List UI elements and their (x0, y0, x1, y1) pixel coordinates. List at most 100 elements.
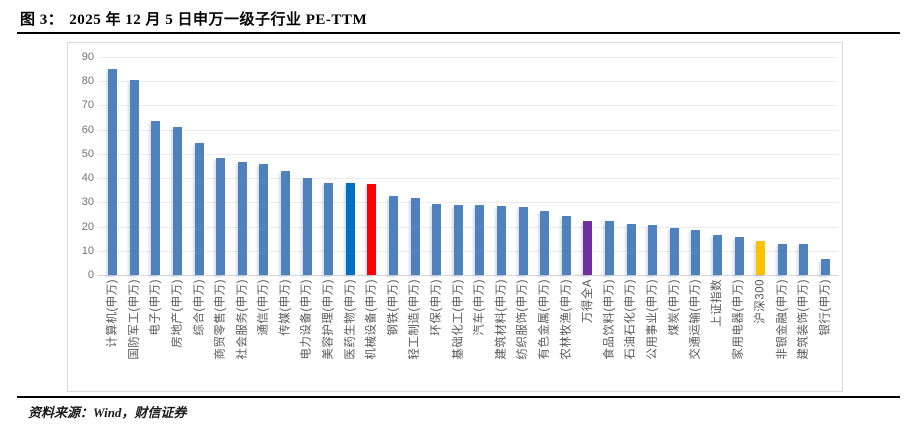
bar-slot: 银行(申万) (815, 57, 837, 391)
x-label-area: 医药生物(申万) (340, 278, 362, 390)
bar-slot: 煤炭(申万) (663, 57, 685, 391)
x-label-area: 汽车(申万) (469, 278, 491, 390)
gridline (98, 105, 838, 107)
gridline (98, 178, 838, 180)
bar-slot: 通信(申万) (253, 57, 275, 391)
bar-slot: 综合(申万) (188, 57, 210, 391)
x-axis-tick-label: 交通运输(申万) (689, 279, 702, 360)
bar-slot: 纺织服饰(申万) (512, 57, 534, 391)
bar (389, 196, 399, 275)
bar-slot: 建筑装饰(申万) (793, 57, 815, 391)
bar (259, 163, 269, 275)
x-axis-tick-label: 计算机(申万) (106, 279, 119, 348)
bars-row: 计算机(申万) 国防军工(申万) 电子(申万) 房地产(申万) 综合(申万) 商贸零售(申… (102, 57, 836, 391)
x-label-area: 家用电器(申万) (728, 278, 750, 390)
bar (129, 80, 139, 275)
x-axis-tick-label: 食品饮料(申万) (603, 279, 616, 360)
bar (604, 221, 614, 275)
bar (561, 215, 571, 275)
x-axis-tick-label: 社会服务(申万) (236, 279, 249, 360)
y-axis-tick-label: 60 (81, 123, 94, 136)
bar (453, 204, 463, 275)
x-label-area: 商贸零售(申万) (210, 278, 232, 390)
x-axis-tick-label: 通信(申万) (257, 279, 270, 336)
bar-slot: 国防军工(申万) (124, 57, 146, 391)
x-axis-tick-label: 环保(申万) (430, 279, 443, 336)
x-axis-tick-label: 非银金融(申万) (776, 279, 789, 360)
x-label-area: 农林牧渔(申万) (555, 278, 577, 390)
x-label-area: 建筑材料(申万) (491, 278, 513, 390)
gridline (98, 275, 838, 276)
bar (540, 210, 550, 275)
x-label-area: 钢铁(申万) (383, 278, 405, 390)
figure-title-text: 2025 年 12 月 5 日申万一级子行业 PE-TTM (69, 12, 368, 28)
bar (324, 182, 334, 275)
y-axis-tick-label: 40 (81, 172, 94, 185)
bar-slot: 机械设备(申万) (361, 57, 383, 391)
bar (691, 230, 701, 275)
x-label-area: 煤炭(申万) (663, 278, 685, 390)
bar-slot: 环保(申万) (426, 57, 448, 391)
y-axis-tick-label: 0 (87, 269, 94, 281)
x-label-area: 房地产(申万) (167, 278, 189, 390)
bar-slot: 电子(申万) (145, 57, 167, 391)
x-label-area: 国防军工(申万) (124, 278, 146, 390)
bar (777, 243, 787, 275)
y-axis-tick-label: 70 (81, 99, 94, 112)
gridline (98, 250, 838, 252)
y-axis-tick-label: 30 (81, 196, 94, 209)
bar (345, 182, 355, 275)
x-axis-tick-label: 家用电器(申万) (733, 279, 746, 360)
y-axis-tick-label: 20 (81, 220, 94, 233)
x-axis-tick-label: 沪深300 (754, 279, 767, 324)
bar (820, 259, 830, 275)
x-label-area: 电力设备(申万) (296, 278, 318, 390)
bar-slot: 交通运输(申万) (685, 57, 707, 391)
bar-slot: 医药生物(申万) (340, 57, 362, 391)
x-label-area: 有色金属(申万) (534, 278, 556, 390)
x-axis-tick-label: 石油石化(申万) (625, 279, 638, 360)
x-label-area: 计算机(申万) (102, 278, 124, 390)
x-label-area: 建筑装饰(申万) (793, 278, 815, 390)
title-divider-rule (17, 32, 900, 35)
x-axis-tick-label: 电力设备(申万) (301, 279, 314, 360)
bar-slot: 电力设备(申万) (296, 57, 318, 391)
x-axis-tick-label: 国防军工(申万) (128, 279, 141, 360)
x-axis-tick-label: 综合(申万) (193, 279, 206, 336)
x-label-area: 社会服务(申万) (232, 278, 254, 390)
x-axis-tick-label: 纺织服饰(申万) (517, 279, 530, 360)
bar (518, 207, 528, 275)
bar-slot: 汽车(申万) (469, 57, 491, 391)
bar (756, 241, 766, 275)
bar (173, 127, 183, 275)
bar (475, 204, 485, 275)
bar-slot: 社会服务(申万) (232, 57, 254, 391)
bar (669, 227, 679, 275)
x-axis-tick-label: 医药生物(申万) (344, 279, 357, 360)
bar-slot: 有色金属(申万) (534, 57, 556, 391)
x-label-area: 通信(申万) (253, 278, 275, 390)
x-axis-tick-label: 万得全A (581, 279, 594, 324)
y-axis-tick-label: 50 (81, 147, 94, 160)
x-axis-tick-label: 基础化工(申万) (452, 279, 465, 360)
bar-slot: 钢铁(申万) (383, 57, 405, 391)
bar-slot: 上证指数 (707, 57, 729, 391)
x-axis-tick-label: 美容护理(申万) (322, 279, 335, 360)
x-axis-tick-label: 建筑材料(申万) (495, 279, 508, 360)
bar-slot: 轻工制造(申万) (404, 57, 426, 391)
x-label-area: 上证指数 (707, 278, 729, 390)
x-label-area: 美容护理(申万) (318, 278, 340, 390)
bar (281, 170, 291, 275)
bar-slot: 石油石化(申万) (620, 57, 642, 391)
x-axis-tick-label: 农林牧渔(申万) (560, 279, 573, 360)
bar-slot: 基础化工(申万) (448, 57, 470, 391)
bar-slot: 计算机(申万) (102, 57, 124, 391)
x-label-area: 电子(申万) (145, 278, 167, 390)
x-label-area: 交通运输(申万) (685, 278, 707, 390)
gridline (98, 81, 838, 83)
x-axis-tick-label: 电子(申万) (149, 279, 162, 336)
bar (194, 143, 204, 275)
x-axis-tick-label: 煤炭(申万) (668, 279, 681, 336)
x-axis-tick-label: 机械设备(申万) (365, 279, 378, 360)
